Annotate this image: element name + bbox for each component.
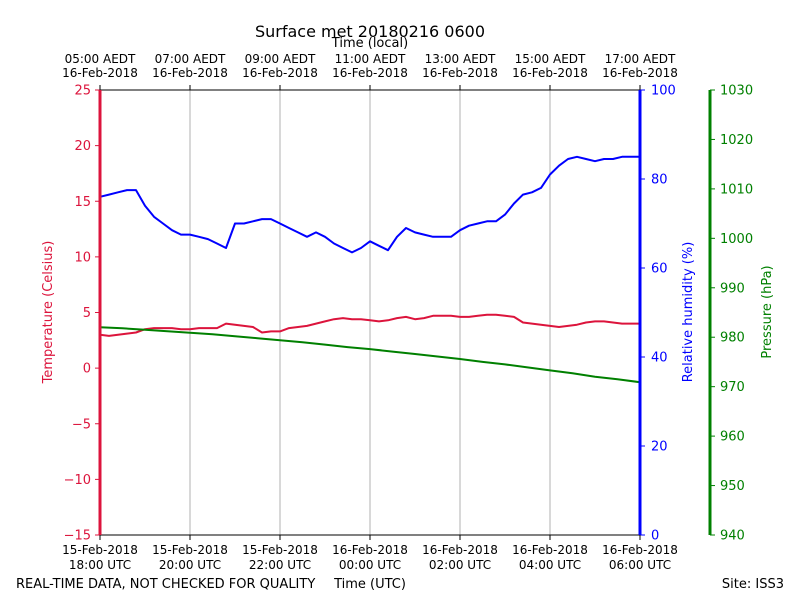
- temperature-tick-label: 5: [83, 306, 91, 321]
- pressure-tick-label: 1010: [720, 182, 753, 197]
- humidity-axis-title: Relative humidity (%): [681, 242, 696, 383]
- top-tick-time: 11:00 AEDT: [335, 52, 406, 66]
- bottom-tick-date: 16-Feb-2018: [602, 543, 678, 557]
- pressure-line: [99, 326, 641, 384]
- pressure-tick-label: 950: [720, 479, 745, 494]
- bottom-tick-date: 15-Feb-2018: [242, 543, 318, 557]
- temperature-tick-label: 10: [74, 250, 91, 265]
- bottom-tick-time: 20:00 UTC: [159, 558, 221, 572]
- quality-note: REAL-TIME DATA, NOT CHECKED FOR QUALITY: [16, 577, 315, 592]
- x-axis-label: Time (UTC): [333, 577, 406, 592]
- humidity-tick-label: 100: [651, 84, 676, 99]
- top-tick-date: 16-Feb-2018: [602, 66, 678, 80]
- data-series: [99, 155, 641, 384]
- pressure-axis-ticks: 940 950 960 970 980 990 1000 1010 1020 1030: [710, 84, 753, 544]
- bottom-tick-time: 06:00 UTC: [609, 558, 671, 572]
- site-label: Site: ISS3: [722, 577, 784, 592]
- temperature-tick-label: −10: [64, 473, 91, 488]
- temperature-tick-label: 20: [74, 139, 91, 154]
- bottom-tick-time: 04:00 UTC: [519, 558, 581, 572]
- pressure-tick-label: 960: [720, 430, 745, 445]
- bottom-tick-date: 15-Feb-2018: [62, 543, 138, 557]
- humidity-line: [99, 155, 640, 254]
- bottom-tick-date: 16-Feb-2018: [422, 543, 498, 557]
- top-tick-time: 09:00 AEDT: [245, 52, 316, 66]
- top-tick-date: 16-Feb-2018: [62, 66, 138, 80]
- bottom-tick-time: 02:00 UTC: [429, 558, 491, 572]
- top-tick-date: 16-Feb-2018: [332, 66, 408, 80]
- pressure-tick-label: 980: [720, 331, 745, 346]
- top-tick-date: 16-Feb-2018: [422, 66, 498, 80]
- top-axis-label: Time (local): [331, 36, 408, 51]
- temperature-tick-label: 0: [83, 362, 91, 377]
- bottom-tick-time: 18:00 UTC: [69, 558, 131, 572]
- pressure-tick-label: 970: [720, 380, 745, 395]
- top-tick-date: 16-Feb-2018: [512, 66, 588, 80]
- temperature-tick-label: 25: [74, 84, 91, 99]
- bottom-tick-date: 15-Feb-2018: [152, 543, 228, 557]
- humidity-axis-ticks: 0 20 40 60 80 100: [640, 84, 676, 544]
- humidity-tick-label: 80: [651, 173, 668, 188]
- pressure-tick-label: 940: [720, 529, 745, 544]
- pressure-tick-label: 1030: [720, 84, 753, 99]
- vertical-gridlines: [189, 90, 551, 535]
- chart-title: Surface met 20180216 0600: [255, 22, 485, 41]
- temperature-axis-title: Temperature (Celsius): [41, 241, 56, 385]
- temperature-axis-ticks: −15 −10 −5 0 5 10 15 20 25: [64, 84, 100, 544]
- top-tick-time: 13:00 AEDT: [425, 52, 496, 66]
- top-tick-time: 15:00 AEDT: [515, 52, 586, 66]
- humidity-tick-label: 20: [651, 440, 668, 455]
- bottom-tick-time: 00:00 UTC: [339, 558, 401, 572]
- top-tick-date: 16-Feb-2018: [152, 66, 228, 80]
- pressure-tick-label: 990: [720, 281, 745, 296]
- temperature-tick-label: 15: [74, 195, 91, 210]
- temperature-tick-label: −5: [72, 417, 91, 432]
- pressure-tick-label: 1000: [720, 232, 753, 247]
- pressure-tick-label: 1020: [720, 133, 753, 148]
- bottom-tick-time: 22:00 UTC: [249, 558, 311, 572]
- humidity-tick-label: 60: [651, 262, 668, 277]
- top-tick-time: 05:00 AEDT: [65, 52, 136, 66]
- bottom-tick-date: 16-Feb-2018: [512, 543, 588, 557]
- temperature-line: [99, 313, 640, 337]
- humidity-tick-label: 40: [651, 351, 668, 366]
- bottom-tick-date: 16-Feb-2018: [332, 543, 408, 557]
- top-tick-date: 16-Feb-2018: [242, 66, 318, 80]
- humidity-tick-label: 0: [651, 529, 659, 544]
- top-tick-time: 17:00 AEDT: [605, 52, 676, 66]
- top-tick-time: 07:00 AEDT: [155, 52, 226, 66]
- temperature-tick-label: −15: [64, 529, 91, 544]
- pressure-axis-title: Pressure (hPa): [760, 265, 775, 358]
